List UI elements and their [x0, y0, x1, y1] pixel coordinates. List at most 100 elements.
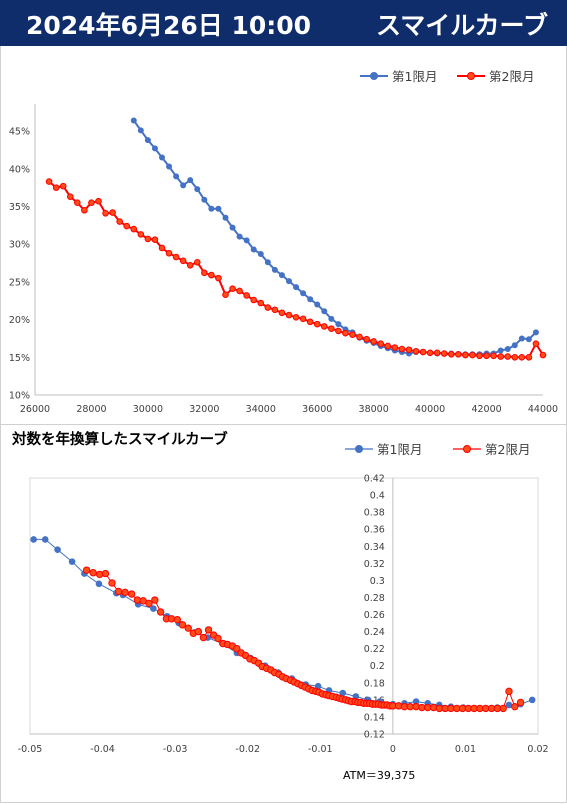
data-point-series-2 — [511, 353, 519, 361]
data-point-series-2 — [229, 285, 236, 292]
data-point-series-1 — [307, 296, 314, 303]
data-point-series-2 — [476, 352, 483, 360]
data-point-series-2 — [405, 346, 413, 354]
data-point-series-2 — [539, 351, 547, 359]
legend-label-2: 第2限月 — [485, 442, 530, 457]
legend-marker-1 — [355, 445, 363, 453]
legend-marker-1 — [370, 72, 378, 80]
data-point-series-2 — [158, 244, 166, 252]
y-tick-label: 10% — [9, 391, 30, 402]
data-point-series-1 — [511, 342, 518, 349]
x-tick-label: 38000 — [359, 404, 389, 415]
legend-label-1: 第1限月 — [392, 69, 437, 84]
legend-label-1: 第1限月 — [377, 442, 422, 457]
data-point-series-1 — [286, 278, 292, 285]
y-tick-label: 0.34 — [364, 542, 385, 553]
data-point-series-2 — [356, 333, 363, 341]
data-point-series-2 — [426, 349, 434, 357]
data-point-series-1 — [264, 259, 271, 266]
data-point-series-2 — [130, 225, 138, 233]
y-tick-label: 0.14 — [364, 712, 385, 723]
data-point-series-1 — [208, 205, 215, 212]
x-tick-label: 36000 — [302, 404, 332, 415]
legend-marker-2 — [467, 72, 475, 80]
data-point-series-2 — [505, 687, 513, 696]
data-point-series-1 — [300, 290, 307, 297]
data-point-series-1 — [412, 698, 420, 705]
data-point-series-1 — [201, 196, 208, 203]
data-point-series-1 — [293, 284, 300, 291]
data-point-series-1 — [257, 250, 264, 257]
data-point-series-2 — [377, 340, 385, 348]
data-point-series-1 — [243, 237, 250, 244]
data-point-series-2 — [88, 199, 95, 207]
data-point-series-2 — [81, 206, 88, 214]
data-point-series-2 — [525, 353, 533, 361]
data-point-series-2 — [201, 269, 208, 277]
data-point-series-2 — [433, 349, 441, 357]
data-point-series-2 — [116, 218, 123, 225]
x-tick-label: -0.05 — [18, 744, 43, 755]
data-point-series-2 — [483, 352, 490, 360]
data-point-series-2 — [151, 596, 159, 604]
data-point-series-1 — [144, 137, 151, 144]
data-point-series-2 — [250, 296, 258, 304]
data-point-series-2 — [516, 698, 525, 707]
x-tick-label: 40000 — [415, 404, 445, 415]
chart-top-smile-curve: 10% 15% 20% 25% 30% 35% 40% 45% 26000 28000 30000 3… — [9, 69, 558, 415]
data-point-series-2 — [204, 626, 213, 634]
data-point-series-1 — [68, 558, 76, 565]
data-point-series-2 — [447, 350, 455, 358]
series-line-1 — [132, 119, 537, 356]
y-tick-label: 30% — [9, 240, 30, 251]
chart-bottom-log-annualized: 対数を年換算したスマイルカーブ0.120.140.160.180.20.220.… — [11, 430, 549, 782]
data-point-series-2 — [52, 184, 60, 191]
data-point-series-1 — [130, 117, 137, 124]
data-point-series-2 — [145, 599, 153, 608]
header-bar: 2024年6月26日 10:00 スマイルカーブ — [0, 0, 567, 46]
y-tick-label: 15% — [9, 353, 30, 364]
data-point-series-1 — [339, 689, 347, 697]
data-point-series-2 — [285, 311, 293, 319]
data-point-series-1 — [222, 214, 229, 221]
data-point-series-1 — [194, 186, 201, 193]
x-tick-label: -0.03 — [163, 744, 188, 755]
data-point-series-2 — [151, 236, 159, 243]
data-point-series-1 — [30, 536, 37, 543]
data-point-series-2 — [370, 338, 377, 345]
x-tick-label: 0 — [390, 744, 396, 755]
data-point-series-2 — [194, 627, 203, 636]
data-point-series-2 — [292, 314, 300, 321]
data-point-series-2 — [199, 633, 208, 642]
data-point-series-2 — [384, 342, 392, 350]
data-point-series-2 — [222, 291, 229, 299]
data-point-series-1 — [173, 173, 180, 180]
series-line-2 — [48, 180, 544, 359]
data-point-series-2 — [121, 588, 129, 597]
y-tick-label: 20% — [9, 315, 30, 326]
data-point-series-2 — [137, 231, 145, 238]
data-point-series-1 — [335, 321, 342, 328]
y-tick-label: 25% — [9, 277, 30, 288]
y-tick-label: 0.38 — [364, 508, 385, 519]
data-point-series-2 — [363, 335, 370, 343]
data-point-series-2 — [144, 235, 152, 243]
data-point-series-1 — [504, 346, 511, 353]
data-point-series-1 — [278, 272, 285, 279]
data-point-series-2 — [264, 304, 272, 311]
data-point-series-2 — [278, 309, 286, 317]
data-point-series-2 — [398, 345, 406, 353]
x-tick-label: 26000 — [20, 404, 50, 415]
data-point-series-2 — [518, 353, 526, 361]
data-point-series-2 — [455, 350, 462, 358]
data-point-series-1 — [518, 335, 525, 342]
atm-annotation: ATM＝39,375 — [343, 769, 415, 782]
data-point-series-1 — [137, 127, 144, 134]
data-point-series-1 — [321, 308, 328, 315]
data-point-series-2 — [101, 569, 110, 578]
data-point-series-1 — [151, 145, 158, 152]
y-tick-label: 0.36 — [364, 525, 385, 536]
y-tick-label: 0.28 — [364, 593, 385, 604]
data-point-series-2 — [45, 178, 53, 185]
data-point-series-2 — [504, 353, 512, 360]
